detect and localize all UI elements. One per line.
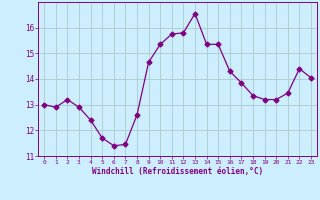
- X-axis label: Windchill (Refroidissement éolien,°C): Windchill (Refroidissement éolien,°C): [92, 167, 263, 176]
